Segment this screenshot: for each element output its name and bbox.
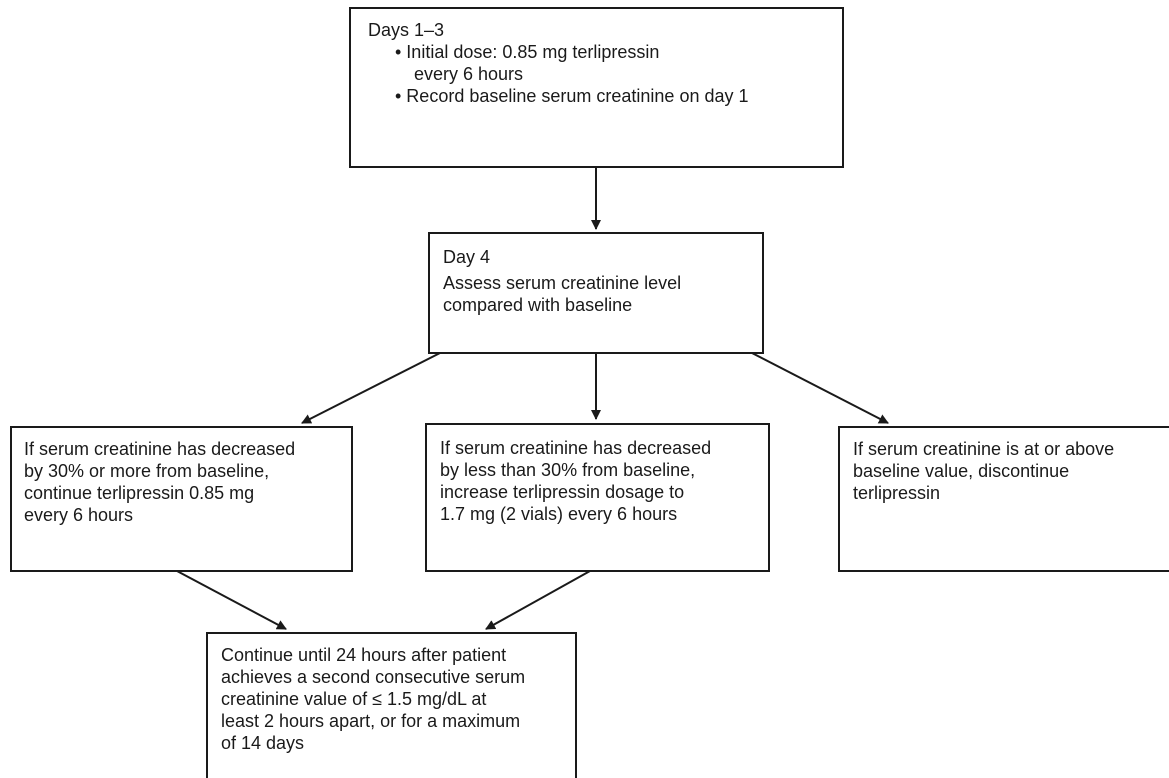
day-4-line-1: Assess serum creatinine level [443,273,682,293]
continue-line-4: least 2 hours apart, or for a maximum [221,711,521,731]
days-1-3-heading: Days 1–3 [368,20,445,40]
middle-line-4: 1.7 mg (2 vials) every 6 hours [440,504,678,524]
continue-until-box: Continue until 24 hours after patient ac… [206,632,577,778]
decreased-less-than-30-box: If serum creatinine has decreased by les… [425,423,770,572]
day-4-heading: Day 4 [443,247,491,267]
arrow-middle-to-continue [485,570,591,630]
continue-line-1: Continue until 24 hours after patient [221,645,507,665]
continue-line-2: achieves a second consecutive serum [221,667,526,687]
continue-line-3: creatinine value of ≤ 1.5 mg/dL at [221,689,487,709]
day-4-box: Day 4 Assess serum creatinine level comp… [428,232,764,354]
arrow-day4-to-right [751,352,889,424]
left-line-1: If serum creatinine has decreased [24,439,296,459]
right-line-1: If serum creatinine is at or above [853,439,1115,459]
left-line-3: continue terlipressin 0.85 mg [24,483,255,503]
decreased-30-or-more-box: If serum creatinine has decreased by 30%… [10,426,353,572]
arrow-day4-to-left [301,352,441,424]
initial-dose-frequency: every 6 hours [414,64,524,84]
left-line-2: by 30% or more from baseline, [24,461,270,481]
day-4-line-2: compared with baseline [443,295,633,315]
right-line-3: terlipressin [853,483,941,503]
middle-line-2: by less than 30% from baseline, [440,460,696,480]
at-or-above-baseline-box: If serum creatinine is at or above basel… [838,426,1169,572]
arrow-left-to-continue [176,570,287,630]
days-1-3-box: Days 1–3 • Initial dose: 0.85 mg terlipr… [349,7,844,168]
initial-dose-bullet: • Initial dose: 0.85 mg terlipressin [395,42,660,62]
left-line-4: every 6 hours [24,505,134,525]
continue-line-5: of 14 days [221,733,305,753]
middle-line-3: increase terlipressin dosage to [440,482,685,502]
right-line-2: baseline value, discontinue [853,461,1070,481]
middle-line-1: If serum creatinine has decreased [440,438,712,458]
record-baseline-bullet: • Record baseline serum creatinine on da… [395,86,749,106]
